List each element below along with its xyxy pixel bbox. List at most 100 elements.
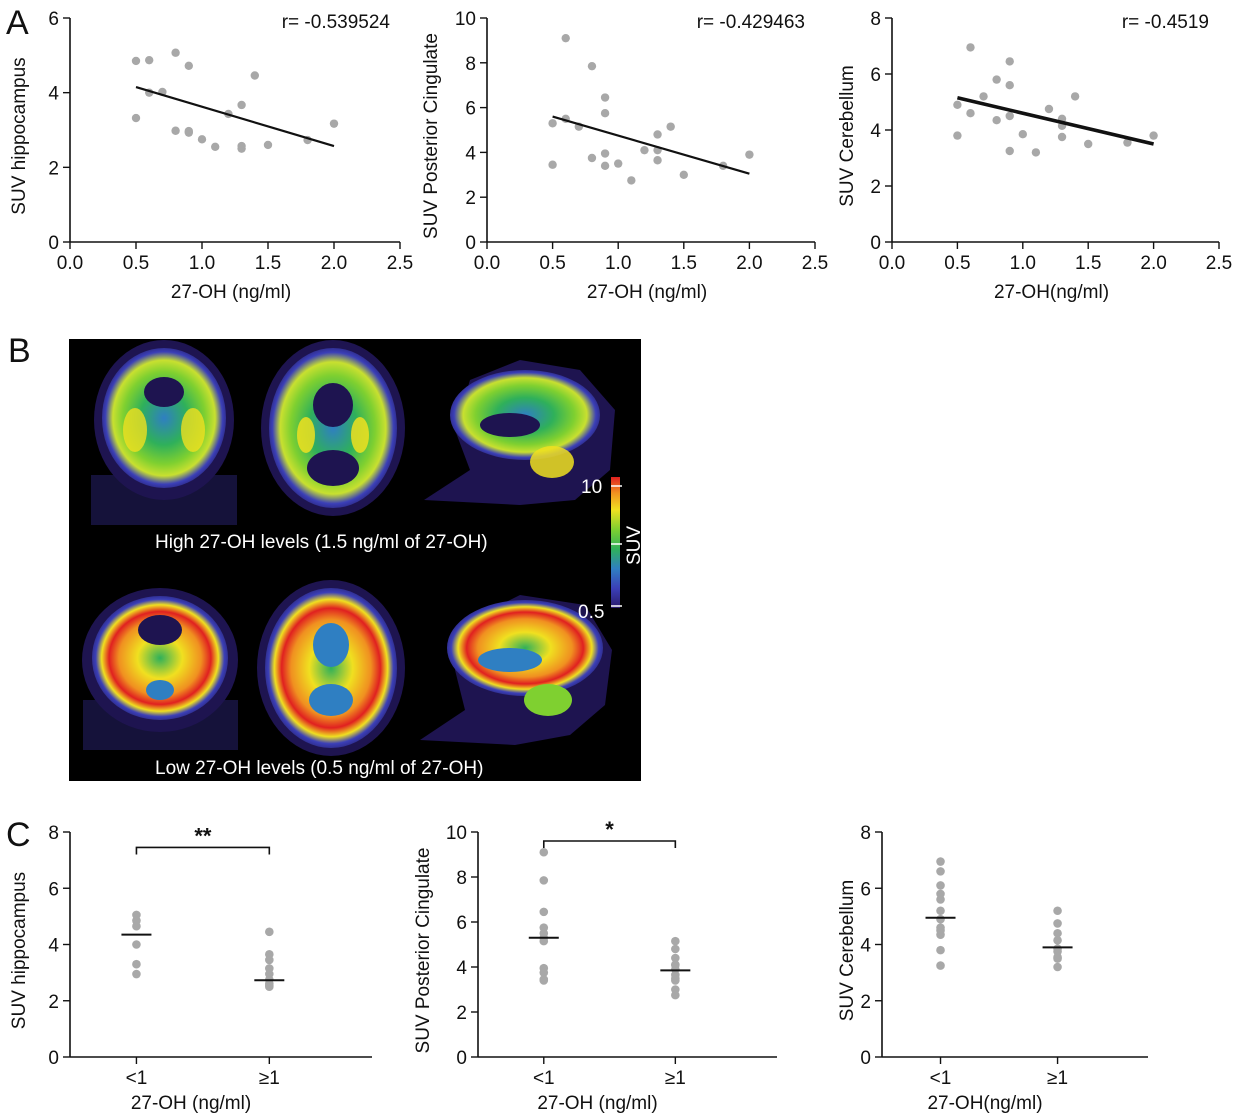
data-point [600, 161, 610, 171]
data-point [745, 150, 754, 159]
data-point [1084, 139, 1093, 149]
data-point [237, 100, 246, 110]
y-axis-title: SUV Posterior Cingulate [413, 848, 434, 1054]
y-tick-label: 10 [455, 9, 476, 30]
pet-low-axial [257, 580, 405, 756]
data-point [1005, 57, 1014, 66]
data-point [671, 976, 680, 985]
data-point [132, 921, 141, 931]
y-tick-label: 10 [446, 823, 467, 844]
data-point [131, 56, 141, 66]
x-tick-label: 2.5 [387, 253, 413, 274]
data-point [640, 145, 649, 155]
y-tick-label: 4 [456, 958, 467, 979]
data-point [587, 61, 597, 71]
data-point [265, 955, 274, 965]
y-axis-title: SUV hippocampus [9, 872, 30, 1029]
data-point [600, 109, 610, 118]
data-point [936, 914, 945, 924]
chart-4: <1 ≥1 ** 27-OH (ng/ml) 0 2 4 6 8 SUV hippocampus [9, 823, 372, 1114]
x-tick-label: 0.0 [474, 253, 500, 274]
data-point [653, 156, 662, 165]
suv-colorbar-min-label: 0.5 [578, 602, 604, 623]
x-axis-title: 27-OH (ng/ml) [131, 1093, 251, 1114]
data-point [131, 113, 141, 123]
correlation-label: r= -0.429463 [697, 12, 805, 33]
regression-line [135, 86, 335, 148]
x-tick-label: 1.0 [1010, 253, 1036, 274]
data-point [539, 876, 549, 885]
data-point [265, 927, 274, 937]
data-point [936, 857, 945, 866]
x-axis-title: 27-OH(ng/ml) [927, 1093, 1042, 1114]
x-tick-label: 2.5 [802, 253, 828, 274]
y-tick-label: 0 [48, 233, 59, 254]
regression-line [956, 96, 1155, 146]
data-point [1031, 148, 1041, 157]
data-point [666, 122, 675, 131]
data-point [1005, 111, 1014, 121]
y-tick-label: 8 [860, 823, 871, 844]
data-point [936, 945, 945, 955]
data-point [1005, 81, 1014, 90]
data-point [992, 75, 1001, 84]
data-point [600, 149, 610, 158]
y-axis-title: SUV hippocampus [9, 57, 30, 214]
data-point [671, 936, 680, 946]
data-point [1053, 935, 1062, 945]
data-point [953, 100, 962, 110]
x-tick-label: ≥1 [1047, 1068, 1068, 1089]
data-point [237, 144, 246, 153]
data-point [1149, 131, 1158, 140]
data-point [1005, 146, 1014, 156]
y-tick-label: 0 [456, 1048, 467, 1069]
x-tick-label: 1.0 [189, 253, 215, 274]
y-tick-label: 2 [465, 188, 476, 209]
data-point [548, 119, 557, 128]
x-axis-title: 27-OH(ng/ml) [994, 282, 1109, 303]
y-tick-label: 4 [48, 936, 59, 957]
data-point [936, 906, 945, 916]
data-point [211, 142, 220, 151]
data-point [936, 881, 945, 890]
x-tick-label: 1.5 [671, 253, 697, 274]
x-tick-label: 0.5 [539, 253, 565, 274]
significance-label: ** [194, 823, 212, 848]
pet-low-caption: Low 27-OH levels (0.5 ng/ml of 27-OH) [155, 758, 483, 779]
pet-high-axial [261, 340, 405, 516]
y-axis-title: SUV Posterior Cingulate [421, 33, 442, 239]
panel-letter-b: B [8, 332, 31, 370]
data-point [936, 930, 945, 939]
data-point [1053, 919, 1062, 928]
chart-5: <1 ≥1 * 27-OH (ng/ml) 0 2 4 6 8 10 SUV Posterior C… [413, 817, 777, 1114]
significance-bracket [135, 846, 271, 855]
data-point [132, 940, 141, 949]
pet-image-panel: 10 0.5 SUV High 27-OH levels (1.5 ng/ml … [69, 339, 645, 781]
y-tick-label: 2 [870, 177, 881, 198]
x-tick-label: <1 [126, 1068, 148, 1089]
y-tick-label: 2 [48, 158, 59, 179]
y-tick-label: 8 [465, 54, 476, 75]
y-tick-label: 8 [456, 868, 467, 889]
data-point [1053, 962, 1062, 972]
significance-label: * [605, 817, 614, 842]
x-axis-title: 27-OH (ng/ml) [587, 282, 707, 303]
data-point [132, 959, 141, 969]
x-tick-label: <1 [930, 1068, 952, 1089]
x-tick-label: 2.5 [1206, 253, 1232, 274]
charts-layer: 0.0 0.5 1.0 1.5 2.0 2.5 r= -0.539524 27-OH (ng/… [9, 9, 1232, 1114]
data-point [1053, 928, 1062, 938]
data-point [953, 131, 962, 140]
x-tick-label: 1.5 [255, 253, 281, 274]
y-tick-label: 4 [860, 936, 871, 957]
x-tick-label: 1.5 [1075, 253, 1101, 274]
x-tick-label: 0.5 [123, 253, 149, 274]
x-tick-label: 1.0 [605, 253, 631, 274]
suv-colorbar [611, 477, 620, 608]
x-tick-label: 0.0 [879, 253, 905, 274]
data-point [1070, 92, 1080, 101]
data-point [1053, 906, 1062, 916]
data-point [539, 847, 549, 857]
data-point [679, 170, 688, 179]
